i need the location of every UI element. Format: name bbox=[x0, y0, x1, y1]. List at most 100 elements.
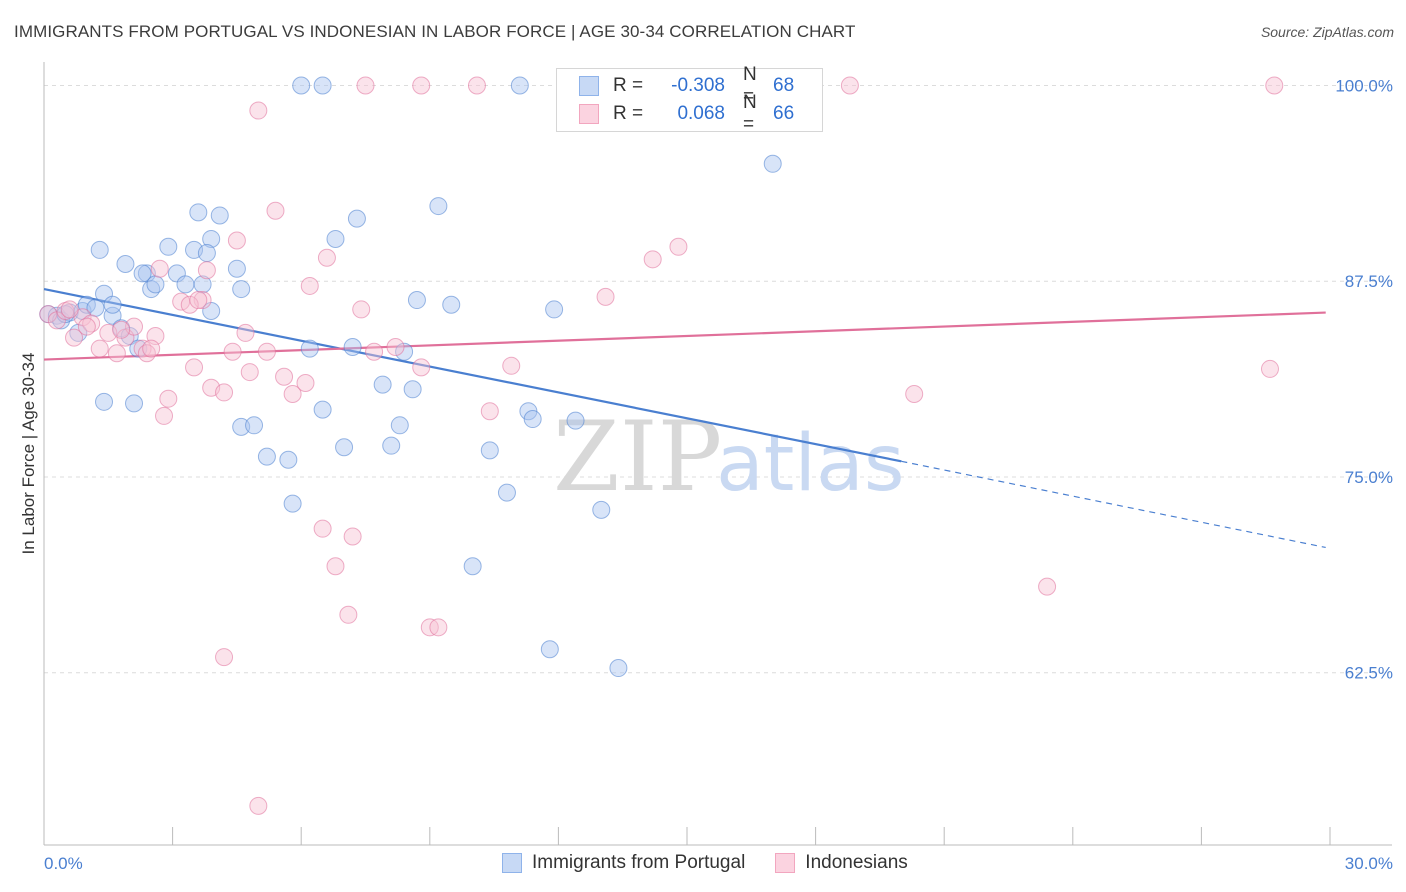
data-point bbox=[313, 76, 332, 95]
data-point bbox=[202, 229, 221, 248]
data-point bbox=[90, 339, 109, 358]
legend-item-indonesians: Indonesians bbox=[775, 852, 908, 874]
data-point bbox=[223, 342, 242, 361]
legend-swatch-indonesians bbox=[579, 104, 599, 124]
trend-line-portugal-extension bbox=[901, 460, 1326, 549]
legend-label-indonesians: Indonesians bbox=[805, 852, 908, 873]
data-point bbox=[412, 358, 431, 377]
data-point bbox=[407, 291, 426, 310]
data-point bbox=[107, 344, 126, 363]
data-point bbox=[116, 255, 135, 274]
data-point bbox=[275, 367, 294, 386]
data-point bbox=[236, 323, 255, 342]
data-point bbox=[133, 264, 152, 283]
data-point bbox=[905, 384, 924, 403]
data-point bbox=[159, 237, 178, 256]
data-point bbox=[497, 483, 516, 502]
data-point bbox=[352, 300, 371, 319]
data-point bbox=[395, 342, 414, 361]
data-point bbox=[155, 406, 174, 425]
data-point bbox=[296, 374, 315, 393]
data-point bbox=[257, 447, 276, 466]
data-point bbox=[347, 209, 366, 228]
data-point bbox=[210, 206, 229, 225]
data-point bbox=[240, 363, 259, 382]
data-point bbox=[326, 229, 345, 248]
data-point bbox=[403, 380, 422, 399]
x-tick-label: 0.0% bbox=[44, 854, 83, 873]
data-point bbox=[480, 402, 499, 421]
data-point bbox=[317, 248, 336, 267]
data-point bbox=[103, 306, 122, 325]
data-point bbox=[300, 339, 319, 358]
data-point bbox=[180, 295, 199, 314]
data-point bbox=[125, 394, 144, 413]
r-label: R = bbox=[613, 75, 644, 96]
legend-swatch-portugal bbox=[502, 853, 522, 873]
data-point bbox=[215, 383, 234, 402]
data-point bbox=[197, 244, 216, 263]
data-point bbox=[197, 261, 216, 280]
data-point bbox=[189, 291, 208, 310]
legend-row-portugal: R = -0.308 N = 68 bbox=[579, 64, 795, 107]
data-point bbox=[95, 392, 114, 411]
data-point bbox=[429, 197, 448, 216]
data-point bbox=[373, 375, 392, 394]
data-point bbox=[150, 259, 169, 278]
data-point bbox=[335, 438, 354, 457]
data-point bbox=[227, 231, 246, 250]
data-point bbox=[77, 317, 96, 336]
data-point bbox=[292, 76, 311, 95]
y-axis-title: In Labor Force | Age 30-34 bbox=[19, 353, 38, 555]
data-point bbox=[283, 494, 302, 513]
watermark: ZIP atlas bbox=[553, 401, 905, 513]
data-point bbox=[609, 659, 628, 678]
data-point bbox=[386, 338, 405, 357]
data-point bbox=[763, 154, 782, 173]
n-value: 68 bbox=[773, 75, 795, 96]
data-point bbox=[249, 796, 268, 815]
data-point bbox=[232, 417, 251, 436]
data-point bbox=[266, 201, 285, 220]
data-point bbox=[326, 557, 345, 576]
data-point bbox=[249, 101, 268, 120]
data-point bbox=[313, 519, 332, 538]
data-point bbox=[185, 358, 204, 377]
data-point bbox=[1260, 359, 1279, 378]
data-point bbox=[189, 203, 208, 222]
data-point bbox=[596, 287, 615, 306]
data-point bbox=[840, 76, 859, 95]
legend-label-portugal: Immigrants from Portugal bbox=[532, 852, 746, 873]
data-point bbox=[643, 250, 662, 269]
data-point bbox=[540, 640, 559, 659]
data-point bbox=[510, 76, 529, 95]
source-label: Source: ZipAtlas.com bbox=[1260, 24, 1394, 40]
data-point bbox=[65, 328, 84, 347]
data-point bbox=[245, 416, 264, 435]
r-value: 0.068 bbox=[677, 103, 725, 124]
data-point bbox=[129, 339, 148, 358]
data-point bbox=[112, 320, 131, 339]
data-point bbox=[313, 400, 332, 419]
series-0 bbox=[39, 76, 782, 678]
y-tick-label: 75.0% bbox=[1345, 468, 1393, 487]
axes bbox=[43, 62, 1392, 846]
data-point bbox=[159, 389, 178, 408]
data-point bbox=[283, 384, 302, 403]
data-point bbox=[390, 416, 409, 435]
data-point bbox=[142, 339, 161, 358]
trend-line-indonesians bbox=[43, 311, 1326, 361]
data-point bbox=[1038, 577, 1057, 596]
data-point bbox=[90, 240, 109, 259]
y-tick-label: 87.5% bbox=[1345, 272, 1393, 291]
data-point bbox=[356, 76, 375, 95]
n-value: 66 bbox=[773, 103, 795, 124]
legend-swatch-portugal bbox=[579, 76, 599, 96]
data-point bbox=[60, 300, 79, 319]
legend-row-indonesians: R = 0.068 N = 66 bbox=[579, 92, 795, 135]
data-point bbox=[103, 295, 122, 314]
n-label: N = bbox=[743, 64, 757, 107]
trend-line-portugal bbox=[43, 287, 902, 463]
data-point bbox=[502, 356, 521, 375]
